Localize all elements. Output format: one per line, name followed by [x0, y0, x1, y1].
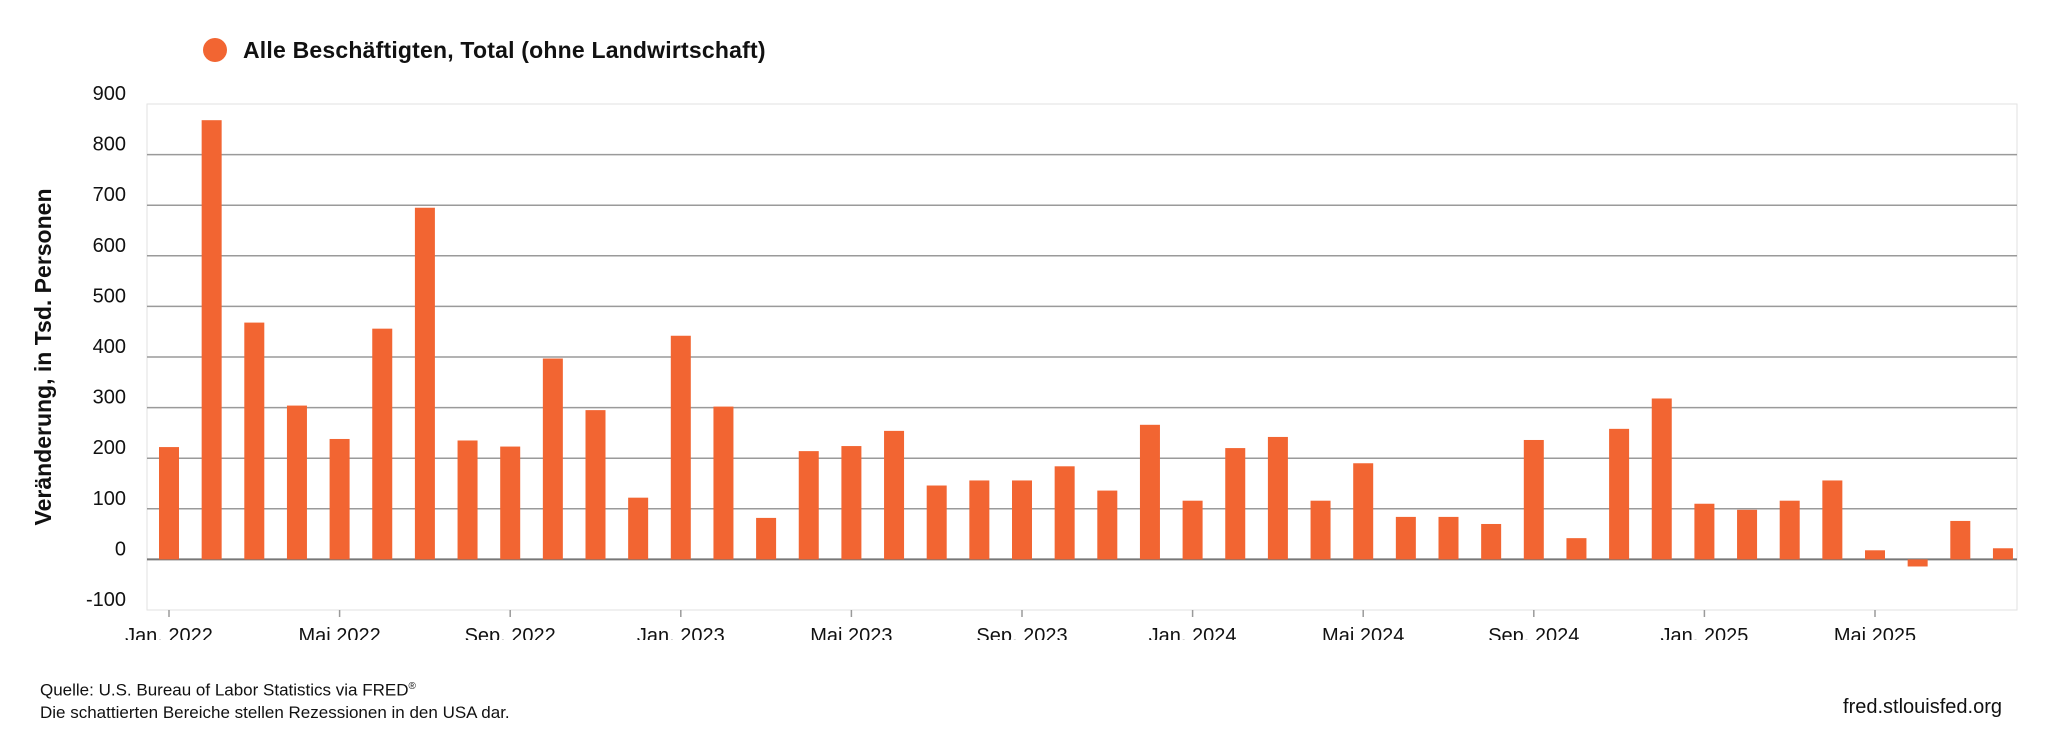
- bar: [1353, 463, 1374, 560]
- y-tick-label: 300: [93, 387, 126, 409]
- y-axis-ticks: 900 800 700 600 500 400 300 200 100 0 -100: [86, 83, 126, 611]
- x-tick-label: Jan. 2024: [1149, 625, 1237, 640]
- legend-swatch: [203, 38, 227, 62]
- y-tick-label: 100: [93, 488, 126, 510]
- bar: [414, 207, 435, 560]
- bar: [1182, 500, 1203, 560]
- fred-url: fred.stlouisfed.org: [1843, 696, 2002, 718]
- bars: [159, 120, 2013, 567]
- x-tick-label: Mai 2024: [1322, 625, 1404, 640]
- y-tick-label: 600: [93, 235, 126, 257]
- bar: [1779, 500, 1800, 560]
- y-tick-label: 400: [93, 336, 126, 358]
- x-tick-label: Jan. 2023: [637, 625, 725, 640]
- bar: [1992, 548, 2013, 560]
- bar: [926, 485, 947, 560]
- x-tick-label: Sep. 2024: [1488, 625, 1579, 640]
- source-line-2: Die schattierten Bereiche stellen Rezess…: [40, 702, 510, 722]
- x-axis-ticks: Jan. 2022 Mai 2022 Sep. 2022 Jan. 2023 Mai 2…: [125, 610, 1916, 640]
- source-line-1: Quelle: U.S. Bureau of Labor Statistics …: [40, 680, 409, 700]
- bar: [884, 430, 905, 560]
- x-tick-label: Mai 2023: [810, 625, 892, 640]
- registered-mark: ®: [408, 681, 416, 692]
- bar: [1267, 436, 1288, 560]
- bar: [1438, 516, 1459, 560]
- bar: [1737, 509, 1758, 560]
- bar: [628, 497, 649, 560]
- y-axis-label: Veränderung, in Tsd. Personen: [30, 189, 56, 526]
- y-tick-label: -100: [86, 589, 126, 611]
- bar: [457, 440, 478, 560]
- bar: [1523, 439, 1544, 560]
- bar: [1822, 480, 1843, 560]
- bar: [159, 447, 179, 560]
- source-note: Quelle: U.S. Bureau of Labor Statistics …: [40, 676, 510, 724]
- bar: [670, 335, 691, 560]
- x-tick-label: Jan. 2025: [1660, 625, 1748, 640]
- bar: [1950, 520, 1971, 560]
- bar: [1395, 516, 1416, 560]
- bar: [1907, 559, 1928, 567]
- bar: [201, 120, 222, 560]
- bar: [372, 328, 393, 560]
- bar: [1139, 424, 1160, 560]
- bar: [841, 446, 862, 560]
- bar: [1054, 466, 1075, 560]
- bar: [500, 446, 521, 560]
- bar: [542, 358, 563, 560]
- bar: [756, 517, 777, 560]
- bar: [1012, 480, 1032, 560]
- y-tick-label: 500: [93, 285, 126, 307]
- y-tick-label: 800: [93, 134, 126, 156]
- legend-label: Alle Beschäftigten, Total (ohne Landwirt…: [243, 36, 766, 63]
- bar: [1865, 550, 1885, 560]
- bar: [1097, 490, 1118, 560]
- bar: [1694, 503, 1715, 560]
- legend: Alle Beschäftigten, Total (ohne Landwirt…: [203, 34, 766, 66]
- y-tick-label: 700: [93, 184, 126, 206]
- y-tick-label: 900: [93, 83, 126, 105]
- y-tick-label: 200: [93, 437, 126, 459]
- bar: [244, 322, 265, 560]
- bar: [286, 405, 307, 560]
- bar: [1310, 500, 1331, 560]
- x-tick-label: Jan. 2022: [125, 625, 213, 640]
- bar: [1566, 538, 1587, 560]
- bar: [798, 451, 819, 560]
- bar: [329, 438, 350, 560]
- x-tick-label: Mai 2025: [1834, 625, 1916, 640]
- bar: [969, 480, 990, 560]
- bar: [1651, 398, 1672, 560]
- bar: [713, 406, 734, 560]
- bar-chart: 900 800 700 600 500 400 300 200 100 0 -100 Jan. 20…: [30, 83, 2018, 640]
- x-tick-label: Sep. 2023: [976, 625, 1067, 640]
- bar: [1609, 428, 1630, 560]
- x-tick-label: Mai 2022: [298, 625, 380, 640]
- bar: [1481, 523, 1502, 560]
- bar: [1225, 448, 1246, 560]
- x-tick-label: Sep. 2022: [465, 625, 556, 640]
- bar: [585, 410, 606, 560]
- y-tick-label: 0: [115, 538, 126, 560]
